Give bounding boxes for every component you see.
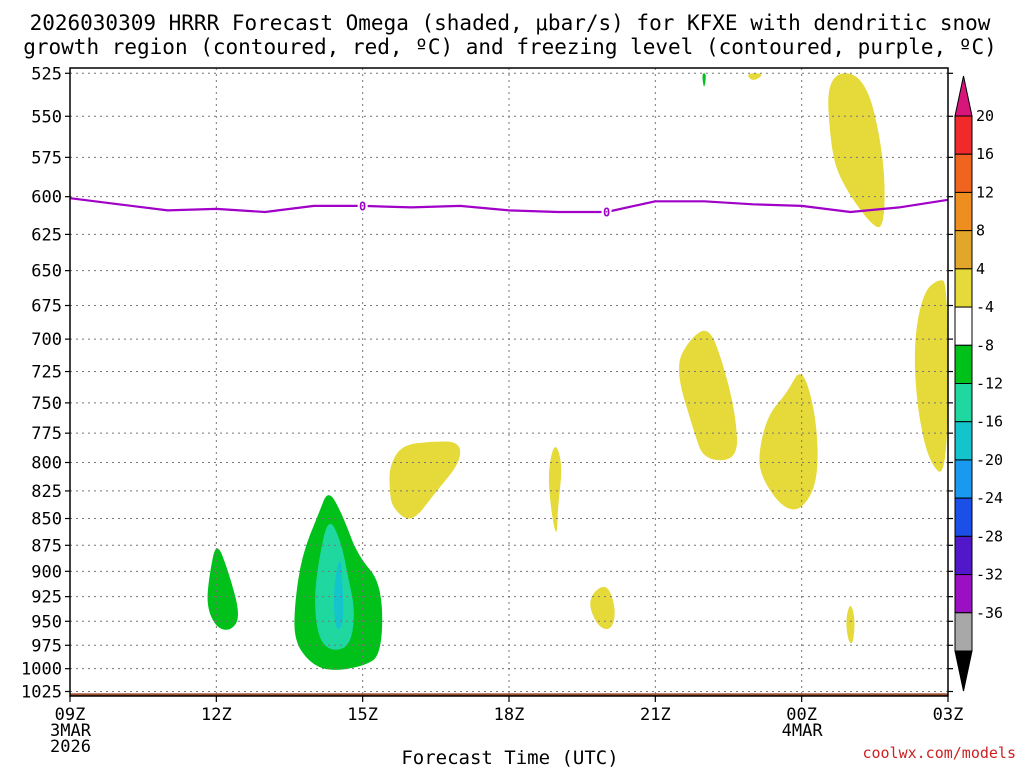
y-tick-label: 1025 [21, 683, 62, 703]
omega-region-yellow-00z [759, 374, 818, 510]
y-tick-label: 550 [31, 107, 62, 127]
surface-ground-band [70, 693, 948, 696]
y-tick-label: 800 [31, 454, 62, 474]
chart-title-line1: 2026030309 HRRR Forecast Omega (shaded, … [30, 11, 991, 35]
credit-link[interactable]: coolwx.com/models [862, 744, 1016, 762]
colorbar-label: -4 [976, 298, 994, 316]
colorbar-segment [954, 230, 973, 270]
y-tick-label: 650 [31, 262, 62, 282]
freezing-label-bg [357, 198, 368, 213]
colorbar-segment [954, 306, 973, 346]
colorbar-segment [954, 191, 973, 232]
chart-title-line2: growth region (contoured, red, ºC) and f… [23, 35, 997, 59]
colorbar-bottom-arrow [954, 650, 973, 692]
colorbar-label: -16 [976, 413, 1003, 431]
omega-region-yellow-19z [548, 446, 562, 532]
freezing-label-bg [601, 204, 612, 219]
omega-region-teal-14z [315, 523, 354, 650]
omega-region-cyan-14z [334, 561, 344, 629]
y-tick-label: 625 [31, 225, 62, 245]
omega-region-yellow-right-edge [914, 280, 948, 472]
y-tick-label: 725 [31, 363, 62, 383]
omega-region-yellow-top-small [748, 73, 762, 80]
omega-region-yellow-16z [389, 441, 461, 519]
colorbar-label: 20 [976, 107, 994, 125]
y-tick-label: 850 [31, 510, 62, 530]
y-tick-label: 600 [31, 188, 62, 208]
colorbar-label: -24 [976, 489, 1003, 507]
colorbar-label: 16 [976, 145, 994, 163]
y-tick-label: 925 [31, 588, 62, 608]
omega-region-yellow-top-right [828, 73, 885, 228]
y-tick-label: 675 [31, 297, 62, 317]
colorbar-label: -32 [976, 566, 1003, 584]
y-tick-label: 750 [31, 394, 62, 414]
y-tick-label: 525 [31, 64, 62, 84]
colorbar-segment [954, 535, 973, 576]
colorbar-segment [954, 153, 973, 193]
pressure-axis: 525 550 575 600 625 650 675 700 725 750 775 800 825 8… [21, 64, 953, 703]
colorbar-segment [954, 383, 973, 423]
colorbar-label: -12 [976, 375, 1003, 393]
grid-lines [70, 68, 948, 696]
freezing-level-label: 0 [359, 199, 366, 213]
omega-region-yellow-20z [590, 586, 615, 630]
x-tick-year: 2026 [50, 737, 91, 757]
x-tick-date: 3MAR [50, 721, 92, 741]
colorbar-segment [954, 497, 973, 537]
y-tick-label: 1000 [21, 660, 62, 680]
y-tick-label: 775 [31, 424, 62, 444]
colorbar-top-arrow [954, 75, 973, 117]
omega-region-yellow-22z [679, 330, 738, 461]
colorbar-segment [954, 612, 973, 652]
omega-region-yellow-01z [846, 606, 855, 644]
x-tick-label: 00Z [786, 705, 817, 725]
x-axis-label: Forecast Time (UTC) [401, 747, 618, 768]
omega-region-green-12z [207, 548, 238, 630]
colorbar-label: -28 [976, 527, 1003, 545]
x-tick-label: 09Z [55, 705, 86, 725]
colorbar-label: -20 [976, 451, 1003, 469]
y-tick-label: 900 [31, 562, 62, 582]
y-tick-label: 950 [31, 612, 62, 632]
x-tick-label: 12Z [201, 705, 232, 725]
x-tick-label: 03Z [933, 705, 964, 725]
colorbar-segment [954, 421, 973, 461]
colorbar-segment [954, 459, 973, 499]
y-tick-label: 875 [31, 536, 62, 556]
colorbar-segment [954, 268, 973, 308]
colorbar-segment [954, 574, 973, 614]
colorbar-label: -8 [976, 336, 994, 354]
colorbar-segment [954, 344, 973, 384]
freezing-level-line [69, 197, 949, 214]
colorbar-label: 12 [976, 183, 994, 201]
y-tick-label: 575 [31, 148, 62, 168]
freezing-level-label: 0 [603, 205, 610, 219]
x-tick-date: 4MAR [782, 721, 824, 741]
surface-band [70, 693, 948, 696]
y-tick-label: 700 [31, 330, 62, 350]
colorbar-segment [954, 115, 973, 155]
omega-shading [207, 73, 948, 670]
omega-region-green-top [702, 73, 706, 87]
colorbar-label: 8 [976, 222, 985, 240]
colorbar-label: -36 [976, 604, 1003, 622]
colorbar-label: 4 [976, 260, 985, 278]
y-tick-label: 825 [31, 482, 62, 502]
x-tick-label: 21Z [640, 705, 671, 725]
colorbar: 20 16 12 8 4 -4 -8 -12 -16 -20 -24 -28 -32 -36 [954, 75, 1003, 692]
x-tick-label: 15Z [347, 705, 378, 725]
y-tick-label: 975 [31, 636, 62, 656]
x-tick-label: 18Z [494, 705, 525, 725]
